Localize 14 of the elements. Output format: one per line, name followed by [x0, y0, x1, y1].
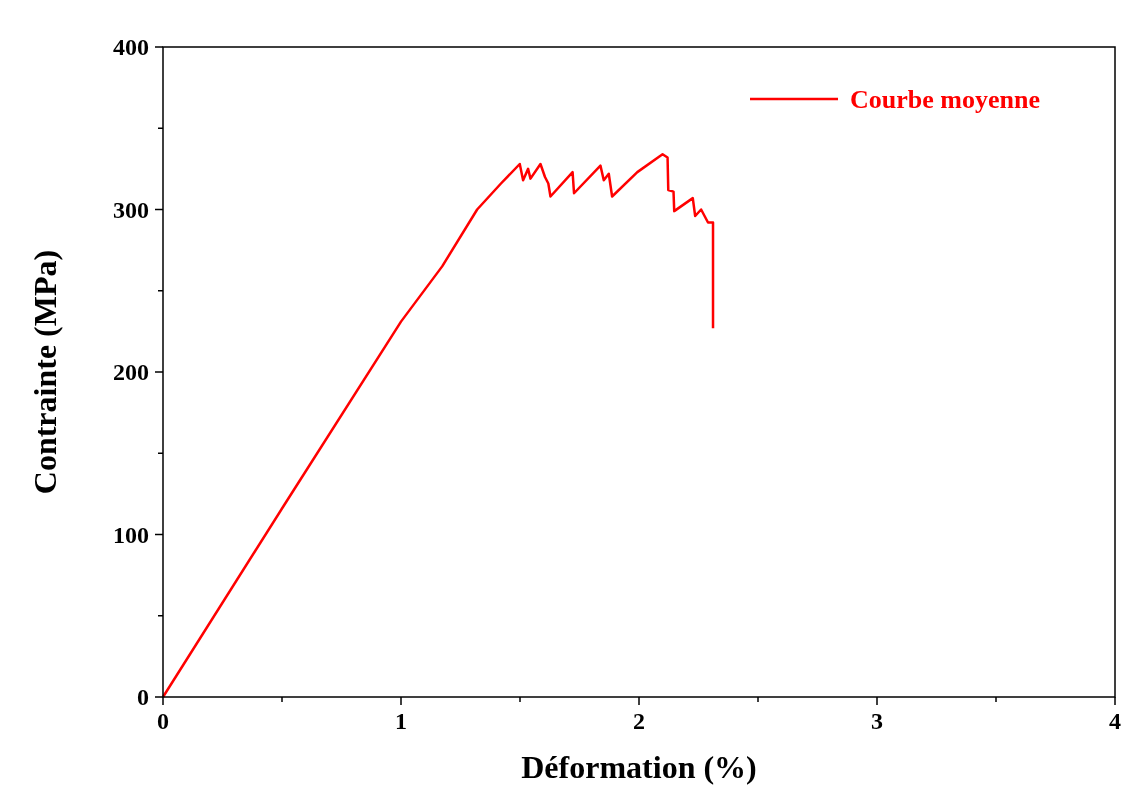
y-tick-label: 200 — [113, 359, 149, 385]
x-tick-label: 0 — [157, 708, 169, 734]
y-tick-label: 100 — [113, 521, 149, 548]
x-tick-label: 4 — [1109, 708, 1121, 734]
y-tick-label: 400 — [113, 34, 149, 60]
legend-label: Courbe moyenne — [850, 85, 1040, 114]
x-tick-label: 3 — [871, 708, 883, 734]
x-tick-label: 2 — [633, 708, 645, 734]
line-series — [161, 153, 715, 699]
y-tick-label: 300 — [113, 196, 149, 223]
y-axis-title: Contrainte (MPa) — [27, 249, 63, 495]
x-axis-title: Déformation (%) — [521, 749, 757, 785]
y-tick-label: 0 — [137, 684, 149, 710]
x-tick-label: 1 — [395, 708, 407, 734]
